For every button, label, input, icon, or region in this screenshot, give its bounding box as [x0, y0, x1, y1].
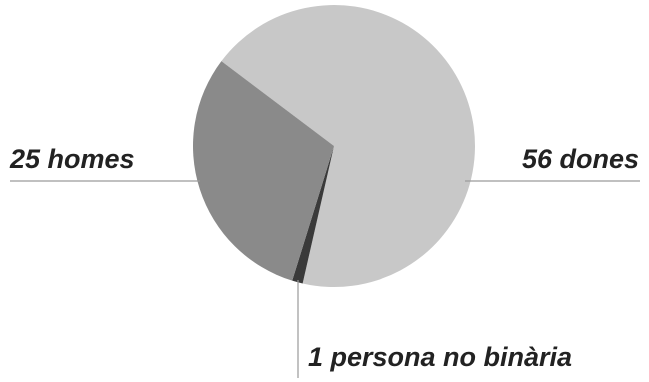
slice-label-nonbinary: 1 persona no binària [308, 342, 573, 372]
slice-label-women: 56 dones [521, 144, 639, 174]
pie-slice-nonbinary [292, 146, 334, 284]
pie-slice-men [192, 61, 334, 281]
pie-slices [192, 5, 475, 288]
pie-slice-women [221, 5, 475, 288]
slice-label-men: 25 homes [10, 144, 135, 174]
